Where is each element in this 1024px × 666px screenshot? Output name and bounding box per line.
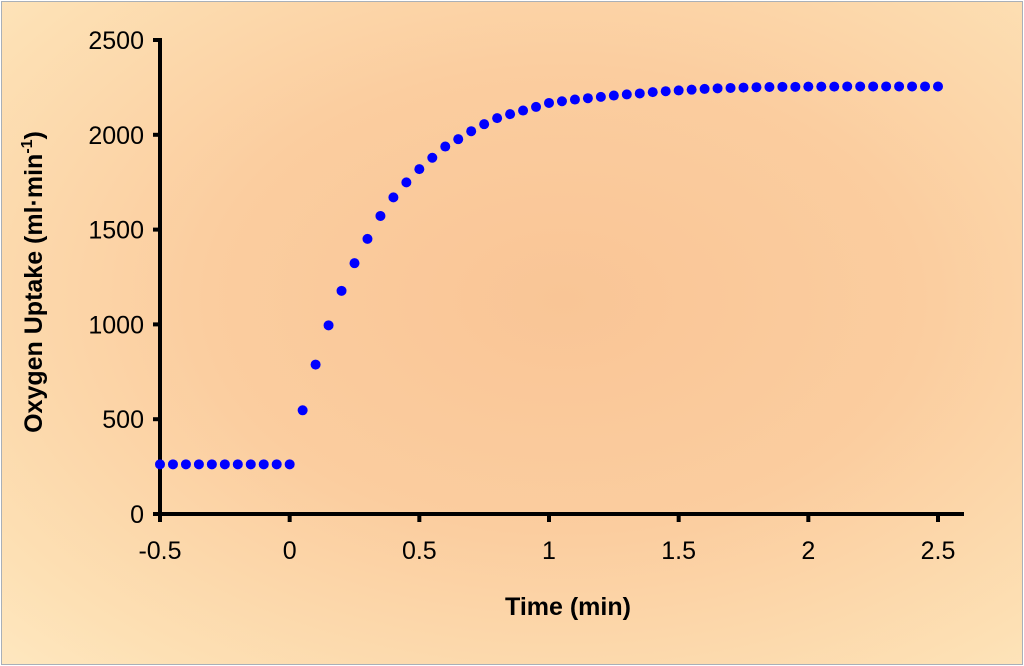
data-point (219, 459, 230, 470)
data-point (310, 359, 321, 370)
data-point (556, 96, 567, 107)
data-point (725, 82, 736, 93)
data-point (284, 459, 295, 470)
data-point (544, 97, 554, 108)
data-point (647, 87, 658, 98)
data-point (531, 101, 542, 112)
y-tick-label: 1000 (88, 311, 144, 339)
data-point (764, 82, 775, 93)
data-point (206, 459, 217, 470)
data-point (375, 210, 386, 221)
data-point (388, 192, 399, 203)
data-point (621, 89, 632, 100)
data-point (180, 459, 191, 470)
data-point (349, 258, 360, 269)
data-point (479, 119, 490, 130)
data-point (699, 83, 710, 94)
data-point (258, 459, 269, 470)
data-point (569, 94, 580, 105)
data-point (518, 105, 529, 116)
x-tick-label: 0.5 (402, 537, 437, 565)
y-axis-label-close: ) (20, 131, 48, 139)
data-point (505, 109, 516, 120)
data-point (155, 459, 165, 470)
y-axis-label-superscript: -1 (19, 139, 36, 153)
data-point (894, 81, 905, 92)
y-axis-label-main: Oxygen Uptake (ml·min (20, 154, 48, 433)
x-tick-label: 1.5 (661, 537, 696, 565)
data-point (595, 91, 606, 102)
data-points (155, 81, 943, 470)
y-tick-label: 1500 (88, 217, 144, 245)
data-point (816, 81, 827, 92)
data-point (829, 81, 840, 92)
data-point (738, 82, 749, 93)
data-point (193, 459, 204, 470)
data-point (634, 88, 645, 99)
data-point (427, 152, 438, 163)
data-point (855, 81, 866, 92)
data-point (414, 164, 425, 175)
y-axis-label: Oxygen Uptake (ml·min-1) (19, 131, 48, 433)
data-point (712, 83, 723, 94)
x-tick-label: 2.5 (921, 537, 956, 565)
data-point (245, 459, 256, 470)
data-point (297, 405, 308, 416)
data-point (673, 85, 684, 96)
data-point (751, 82, 762, 93)
y-tick-label: 2500 (88, 27, 144, 55)
data-point (686, 84, 697, 95)
data-point (167, 459, 178, 470)
data-point (336, 285, 347, 296)
data-point (232, 459, 243, 470)
data-point (271, 459, 282, 470)
data-point (362, 233, 373, 244)
data-point (933, 81, 943, 92)
x-tick-label: 2 (801, 537, 815, 565)
y-tick-label: 500 (102, 406, 144, 434)
data-point (842, 81, 853, 92)
data-point (466, 126, 477, 137)
axes: 0 500 1000 1500 2000 2500 -0.5 0 0.5 1 1.5 2 2.5 (88, 27, 964, 565)
data-point (492, 113, 503, 124)
x-tick-label: -0.5 (138, 537, 181, 565)
data-point (608, 90, 619, 101)
data-point (920, 81, 931, 92)
data-point (323, 320, 334, 331)
data-point (907, 81, 918, 92)
x-tick-label: 1 (542, 537, 556, 565)
data-point (777, 81, 788, 92)
data-point (803, 81, 814, 92)
x-axis-label: Time (min) (505, 593, 631, 621)
data-point (582, 93, 593, 104)
data-point (660, 86, 671, 97)
data-point (881, 81, 892, 92)
x-tick-label: 0 (283, 537, 297, 565)
data-point (440, 141, 451, 152)
y-tick-label: 0 (130, 501, 144, 529)
data-point (868, 81, 879, 92)
y-tick-label: 2000 (88, 122, 144, 150)
data-point (453, 134, 464, 145)
data-point (790, 81, 801, 92)
data-point (401, 177, 412, 188)
